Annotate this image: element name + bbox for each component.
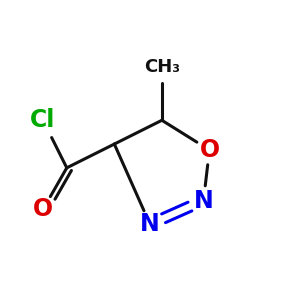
Text: N: N	[194, 188, 213, 212]
Text: O: O	[200, 138, 220, 162]
Text: Cl: Cl	[30, 108, 56, 132]
Text: CH₃: CH₃	[144, 58, 180, 76]
Text: N: N	[140, 212, 160, 236]
Text: O: O	[33, 197, 53, 221]
